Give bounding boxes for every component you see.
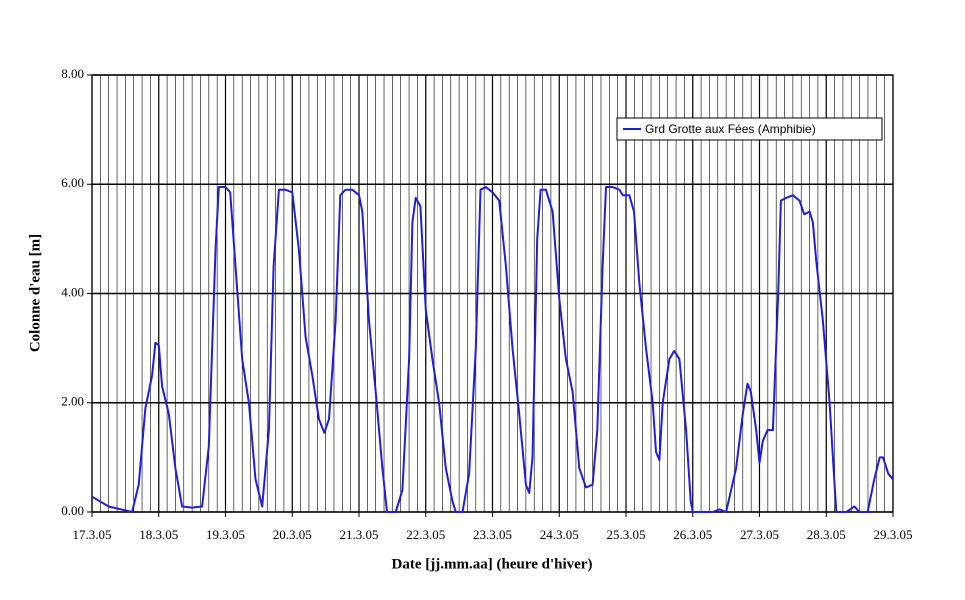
- legend: Grd Grotte aux Fées (Amphibie): [616, 117, 883, 141]
- x-tick-label: 21.3.05: [340, 527, 379, 542]
- x-tick-label: 20.3.05: [273, 527, 312, 542]
- y-tick-label: 4.00: [61, 284, 84, 299]
- x-tick-label: 26.3.05: [673, 527, 712, 542]
- x-axis-title: Date [jj.mm.aa] (heure d'hiver): [392, 556, 593, 572]
- x-tick-label: 27.3.05: [740, 527, 779, 542]
- x-tick-label: 28.3.05: [807, 527, 846, 542]
- x-tick-label: 18.3.05: [139, 527, 178, 542]
- x-tick-label: 22.3.05: [406, 527, 445, 542]
- x-tick-label: 17.3.05: [73, 527, 112, 542]
- y-tick-label: 2.00: [61, 394, 84, 409]
- x-tick-label: 29.3.05: [874, 527, 913, 542]
- x-tick-label: 23.3.05: [473, 527, 512, 542]
- series-line: [91, 186, 894, 513]
- y-axis-title: Colonne d'eau [m]: [27, 234, 43, 352]
- y-tick-label: 8.00: [61, 66, 84, 81]
- legend-box: [616, 117, 883, 141]
- x-tick-label: 19.3.05: [206, 527, 245, 542]
- legend-text: Grd Grotte aux Fées (Amphibie): [645, 122, 816, 136]
- plot-frame: [91, 74, 894, 513]
- y-tick-label: 6.00: [61, 175, 84, 190]
- x-tick-label: 25.3.05: [607, 527, 646, 542]
- grid: [91, 74, 894, 513]
- x-tick-label: 24.3.05: [540, 527, 579, 542]
- y-tick-label: 0.00: [61, 503, 84, 518]
